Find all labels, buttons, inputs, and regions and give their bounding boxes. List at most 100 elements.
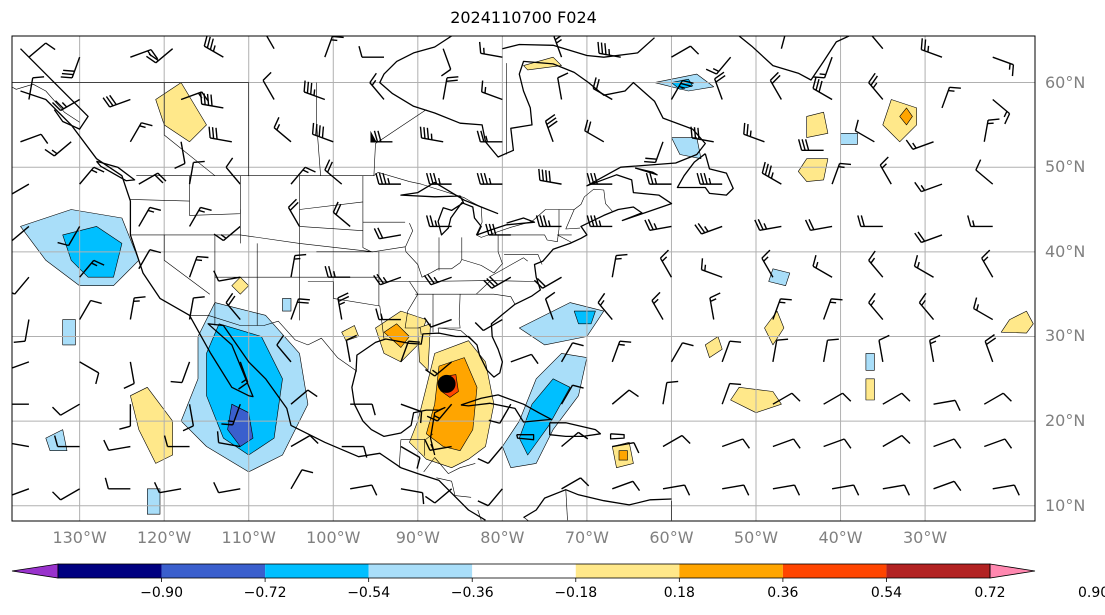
wind-barb <box>400 445 421 469</box>
wind-barb <box>983 392 1012 405</box>
border-line <box>504 254 543 265</box>
wind-barb <box>425 488 453 504</box>
wind-barb <box>812 77 833 101</box>
wind-barb <box>373 227 402 240</box>
wind-barb <box>424 439 452 452</box>
wind-barb <box>79 299 102 320</box>
wind-barb <box>538 168 562 185</box>
wind-barb <box>57 226 81 247</box>
coastline <box>20 48 89 130</box>
wind-barb <box>754 219 782 231</box>
wind-barb <box>290 166 316 185</box>
wind-barb <box>324 266 351 278</box>
wind-barb <box>375 308 401 321</box>
lon-label: 130°W <box>52 528 107 547</box>
lat-label: 10°N <box>1045 495 1086 515</box>
wind-barb <box>659 249 673 278</box>
coastline <box>676 153 734 196</box>
anomaly-contour <box>618 450 628 461</box>
wind-barb <box>535 215 562 228</box>
wind-barb <box>203 36 224 58</box>
colorbar-tick-label: 0.72 <box>974 585 1006 601</box>
colorbar-segment <box>782 564 887 578</box>
wind-barb <box>12 442 30 448</box>
wind-barb <box>709 292 721 320</box>
border-line <box>404 222 503 278</box>
wind-barb <box>721 340 742 363</box>
wind-barb <box>913 255 934 278</box>
coastline <box>634 167 658 176</box>
wind-barb <box>694 223 723 235</box>
wind-barb <box>188 255 209 278</box>
wind-barb <box>592 77 613 101</box>
border-line <box>299 226 363 231</box>
wind-barb <box>13 319 30 343</box>
wind-barb <box>440 48 452 77</box>
wind-barb <box>478 41 503 58</box>
wind-barb <box>823 438 852 449</box>
wind-barb <box>671 45 700 58</box>
wind-barb <box>290 469 314 490</box>
wind-barb <box>772 392 801 405</box>
wind-barb <box>341 445 368 458</box>
colorbar-tick-label: 0.18 <box>663 585 695 601</box>
wind-barb <box>612 442 640 454</box>
wind-barb <box>324 159 343 185</box>
wind-barb <box>337 292 350 320</box>
wind-barb <box>772 438 801 449</box>
wind-barb <box>488 403 512 424</box>
wind-barb <box>857 215 883 228</box>
wind-barb <box>975 159 994 185</box>
border-line <box>404 281 422 335</box>
map-title: 2024110700 F024 <box>450 8 597 27</box>
wind-barb <box>586 215 613 228</box>
wind-barb <box>213 225 241 242</box>
wind-barb <box>375 172 401 185</box>
wind-barb <box>933 438 962 449</box>
colorbar-tick-label: −0.90 <box>140 585 183 601</box>
coastline <box>549 422 602 438</box>
wind-barb <box>332 201 351 227</box>
wind-barb <box>369 72 385 100</box>
wind-barb <box>119 404 132 430</box>
border-line <box>163 234 210 295</box>
colorbar-tick-label: −0.36 <box>450 585 494 601</box>
coastline <box>738 36 850 81</box>
wind-barb <box>28 76 45 100</box>
wind-barb <box>831 162 852 185</box>
anomaly-contour <box>806 111 829 138</box>
colorbar-segment <box>368 564 473 578</box>
wind-barb <box>721 438 751 449</box>
wind-barb <box>983 118 1000 142</box>
lat-label: 30°N <box>1045 326 1086 346</box>
wind-barb <box>79 259 105 278</box>
colorbar-segment <box>161 564 266 578</box>
wind-barb <box>822 298 843 320</box>
lon-label: 40°W <box>818 528 863 547</box>
wind-barb <box>476 172 503 185</box>
coastline-layer <box>20 36 850 521</box>
wind-barb <box>12 276 30 295</box>
wind-barb <box>170 361 191 384</box>
wind-barb <box>984 438 1013 449</box>
wind-barb <box>276 335 292 363</box>
wind-barb <box>882 434 911 448</box>
wind-barb <box>992 484 1020 496</box>
wind-barb <box>992 98 1011 125</box>
coastline <box>96 160 136 182</box>
lat-label: 60°N <box>1045 72 1086 92</box>
wind-barb <box>560 342 584 363</box>
map-frame <box>11 35 1036 522</box>
wind-barb <box>597 292 613 321</box>
wind-barb <box>221 403 241 426</box>
wind-barb <box>12 361 30 369</box>
wind-barb <box>882 392 911 405</box>
wind-barb <box>104 477 131 490</box>
wind-barb <box>612 480 641 492</box>
wind-barb <box>12 403 29 405</box>
wind-barb <box>918 292 935 321</box>
wind-barbs-layer <box>12 36 1020 507</box>
colorbar-segment <box>58 564 162 578</box>
wind-barb <box>423 273 452 286</box>
wind-barb <box>138 172 167 185</box>
